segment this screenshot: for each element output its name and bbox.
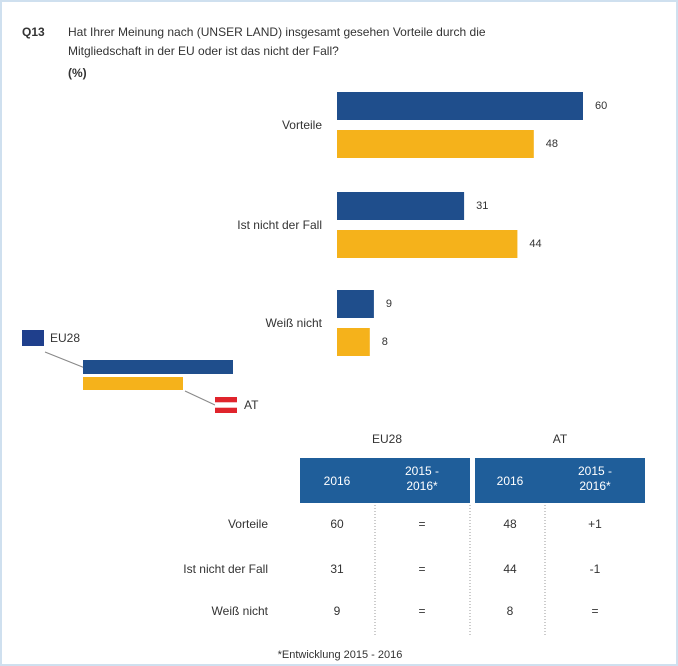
table-cell: = <box>418 562 425 576</box>
table-cell: 44 <box>503 562 517 576</box>
table-cell: +1 <box>588 517 602 531</box>
table-cell: 48 <box>503 517 517 531</box>
footnote: *Entwicklung 2015 - 2016 <box>278 649 403 661</box>
group-header: EU28 <box>372 432 402 446</box>
category-label: Ist nicht der Fall <box>237 218 322 232</box>
bar <box>337 92 583 120</box>
value-label: 31 <box>476 200 488 212</box>
table-cell: 8 <box>507 604 514 618</box>
question-line: Mitgliedschaft in der EU oder ist das ni… <box>68 44 339 58</box>
column-header: 2015 -2016* <box>405 464 439 493</box>
legend-swatch <box>83 360 233 374</box>
table-cell: = <box>591 604 598 618</box>
unit: (%) <box>68 66 87 80</box>
question-number: Q13 <box>22 25 45 39</box>
eu-flag <box>22 330 44 346</box>
bar <box>337 328 370 356</box>
legend-label: EU28 <box>50 331 80 345</box>
value-label: 9 <box>386 298 392 310</box>
legend-label: AT <box>244 398 259 412</box>
table-cell: 9 <box>334 604 341 618</box>
table-cell: -1 <box>590 562 601 576</box>
table-header <box>475 458 645 503</box>
column-header: 2015 -2016* <box>578 464 612 493</box>
row-label: Vorteile <box>228 517 268 531</box>
bar <box>337 192 465 220</box>
group-header: AT <box>553 432 568 446</box>
category-label: Weiß nicht <box>266 316 323 330</box>
legend-connector <box>184 390 216 406</box>
question-line: Hat Ihrer Meinung nach (UNSER LAND) insg… <box>68 25 486 39</box>
legend-swatch <box>83 377 183 390</box>
column-header: 2016 <box>497 474 524 488</box>
legend-connector <box>44 351 86 369</box>
bar <box>337 130 534 158</box>
table-cell: = <box>418 517 425 531</box>
at-flag <box>215 397 237 413</box>
column-header: 2016 <box>324 474 351 488</box>
value-label: 44 <box>529 238 541 250</box>
row-label: Ist nicht der Fall <box>183 562 268 576</box>
category-label: Vorteile <box>282 118 322 132</box>
row-label: Weiß nicht <box>212 604 269 618</box>
value-label: 48 <box>546 138 558 150</box>
table-separators <box>374 505 546 635</box>
table-cell: 31 <box>330 562 344 576</box>
table-cell: 60 <box>330 517 344 531</box>
value-label: 60 <box>595 100 607 112</box>
table-cell: = <box>418 604 425 618</box>
bar <box>337 230 518 258</box>
bar <box>337 290 374 318</box>
table-header <box>300 458 470 503</box>
value-label: 8 <box>382 336 388 348</box>
